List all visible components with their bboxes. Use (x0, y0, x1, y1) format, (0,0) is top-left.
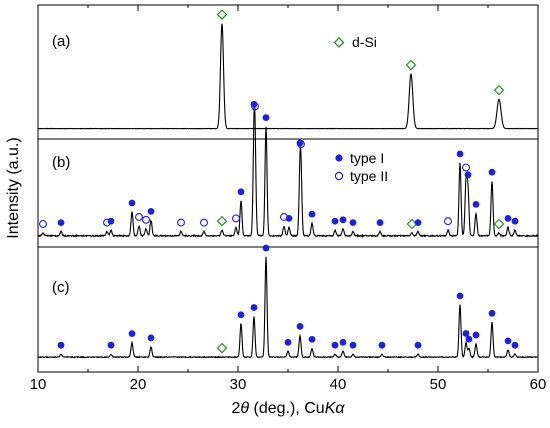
d-si-marker (216, 342, 228, 354)
legend-filled-circle-icon (335, 154, 343, 162)
type-i-marker (296, 322, 304, 330)
legend-type-ii: type II (334, 168, 388, 184)
y-axis-title: Intensity (a.u.) (5, 137, 22, 238)
type-i-marker (349, 341, 357, 349)
type-i-marker (147, 207, 155, 215)
type-i-marker (504, 215, 512, 222)
type-i-marker (57, 341, 65, 349)
type-i-marker (285, 214, 293, 222)
x-axis-title-units: (deg.), Cu (249, 400, 325, 417)
peak-markers (39, 9, 519, 354)
type-i-marker (456, 150, 464, 158)
type-i-marker (504, 337, 512, 345)
x-axis-title-alpha: α (335, 400, 345, 417)
type-i-marker (488, 168, 496, 176)
d-si-marker (493, 218, 505, 230)
type-ii-marker (251, 102, 259, 111)
type-i-marker (128, 330, 136, 337)
legend-type-i-label: type I (350, 150, 384, 166)
legend-type-ii-label: type II (350, 168, 388, 184)
type-ii-marker (232, 214, 240, 223)
type-i-marker (262, 114, 270, 121)
type-i-marker (462, 330, 470, 337)
type-ii-marker (135, 213, 143, 221)
type-i-marker (376, 219, 384, 227)
d-si-marker (405, 59, 417, 71)
x-axis-title-theta: θ (240, 400, 249, 417)
type-i-marker (414, 341, 422, 349)
type-ii-marker (462, 163, 470, 172)
panel-label-a: (a) (52, 33, 70, 50)
type-i-marker (237, 311, 245, 319)
legend-type-i: type I (335, 150, 384, 166)
type-i-marker (414, 219, 422, 227)
type-i-marker (107, 217, 115, 225)
legend-d-si-label: d-Si (352, 34, 377, 50)
type-i-marker (472, 331, 480, 339)
x-tick-label: 60 (530, 376, 547, 393)
type-i-marker (465, 335, 473, 343)
x-tick-label: 30 (230, 376, 247, 393)
type-i-marker (284, 338, 292, 346)
type-i-marker (349, 219, 357, 227)
type-i-marker (339, 216, 347, 224)
type-i-marker (147, 334, 155, 342)
data-traces (37, 23, 539, 359)
type-i-marker (128, 199, 136, 207)
type-i-marker (262, 244, 270, 252)
x-axis-title-2: 2 (232, 400, 241, 417)
d-si-marker (216, 215, 228, 227)
x-tick-label: 40 (330, 376, 347, 393)
type-i-marker (464, 171, 472, 179)
legend-d-si: d-Si (333, 34, 377, 50)
x-axis-ticks: 10 20 30 40 50 60 (30, 5, 547, 393)
xrd-trace-panel-c (37, 256, 539, 359)
type-i-marker (237, 188, 245, 196)
legend-diamond-icon (333, 37, 345, 48)
d-si-marker (216, 9, 228, 20)
xrd-trace-panel-b (37, 102, 539, 238)
type-ii-marker (444, 217, 452, 226)
d-si-marker (493, 84, 505, 96)
type-i-marker (250, 304, 258, 311)
type-i-marker (250, 100, 258, 108)
type-ii-marker (142, 215, 150, 224)
plot-frame (37, 4, 539, 373)
type-i-marker (511, 217, 519, 225)
type-i-marker (331, 341, 339, 349)
x-tick-label: 10 (30, 376, 47, 393)
type-i-marker (511, 341, 519, 349)
type-ii-marker (200, 218, 208, 227)
panel-label-c: (c) (52, 279, 70, 296)
type-i-marker (339, 338, 347, 346)
type-i-marker (472, 201, 480, 208)
type-ii-marker (39, 220, 47, 228)
xrd-trace-panel-a (37, 23, 539, 130)
x-tick-label: 20 (130, 376, 147, 393)
type-i-marker (107, 341, 115, 349)
type-i-marker (331, 217, 339, 225)
type-i-marker (456, 292, 464, 300)
type-ii-marker (297, 140, 305, 149)
type-i-marker (308, 210, 316, 218)
x-axis-title-k: K (325, 400, 337, 417)
type-ii-marker (177, 218, 185, 227)
type-i-marker (488, 309, 496, 317)
x-tick-label: 50 (430, 376, 447, 393)
type-i-marker (378, 341, 386, 349)
panel-label-b: (b) (52, 154, 70, 171)
legend-open-circle-icon (334, 171, 344, 181)
type-i-marker (57, 219, 65, 227)
type-i-marker (308, 336, 316, 343)
x-axis-title: 2θ (deg.), CuKα (232, 400, 346, 417)
